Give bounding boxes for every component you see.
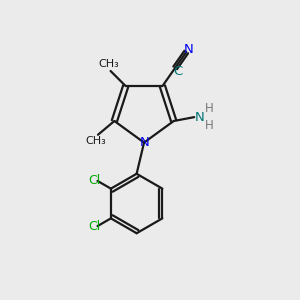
Text: N: N — [140, 136, 149, 149]
Text: N: N — [194, 111, 204, 124]
Text: H: H — [205, 119, 213, 132]
Text: Cl: Cl — [88, 220, 101, 232]
Text: CH₃: CH₃ — [85, 136, 106, 146]
Text: H: H — [205, 102, 213, 115]
Text: CH₃: CH₃ — [99, 59, 119, 69]
Text: N: N — [184, 43, 194, 56]
Text: Cl: Cl — [88, 174, 101, 188]
Text: C: C — [173, 65, 182, 78]
